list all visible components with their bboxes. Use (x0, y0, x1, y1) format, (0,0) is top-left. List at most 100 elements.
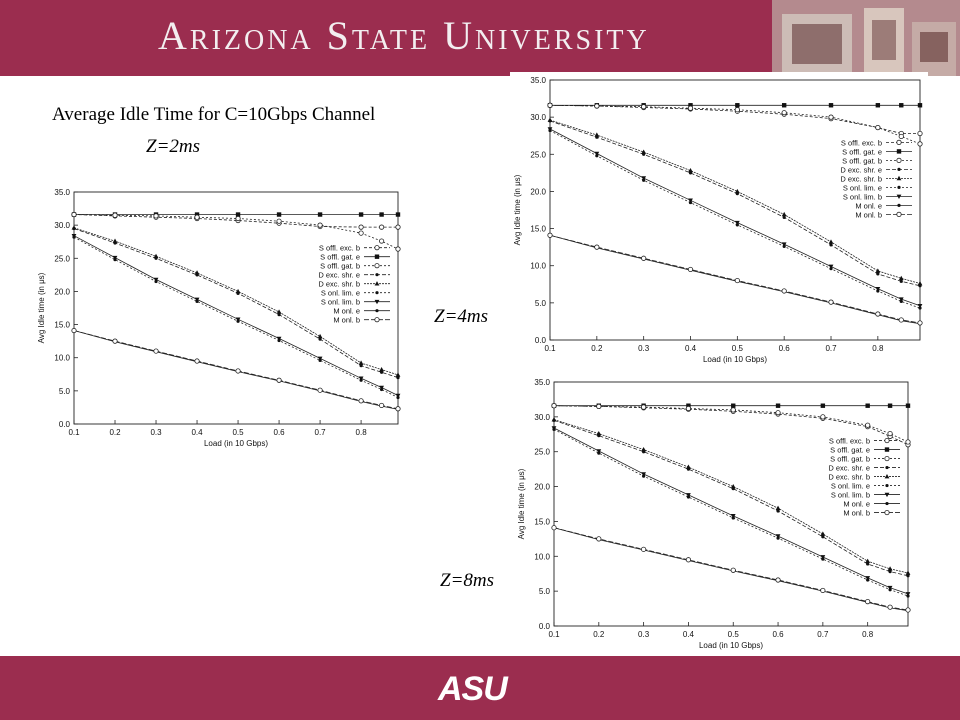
data-point (866, 562, 870, 566)
x-tick-label: 0.5 (728, 630, 740, 639)
data-point (194, 212, 200, 217)
legend-marker (885, 483, 889, 488)
legend-marker (884, 437, 890, 444)
legend-label: S onl. lim. b (831, 491, 870, 500)
x-tick-label: 0.7 (315, 428, 327, 437)
data-point (781, 110, 787, 116)
z-label-4ms: Z=4ms (434, 306, 489, 327)
legend-label: S offl. gat. e (320, 253, 360, 262)
data-point (395, 212, 401, 217)
x-tick-label: 0.7 (817, 630, 829, 639)
legend-marker (897, 185, 901, 189)
legend-marker (374, 263, 380, 269)
data-point (235, 368, 241, 374)
legend-label: M onl. b (333, 316, 360, 325)
data-point (235, 212, 241, 217)
legend-label: M onl. b (843, 509, 870, 518)
data-point (898, 317, 904, 323)
data-point (395, 406, 401, 412)
data-point (828, 299, 834, 305)
data-point (887, 585, 893, 591)
data-point (828, 239, 834, 244)
data-point (876, 272, 880, 276)
x-tick-label: 0.1 (548, 630, 560, 639)
y-tick-label: 35.0 (54, 188, 70, 197)
y-tick-label: 35.0 (534, 378, 550, 387)
data-point (596, 430, 602, 436)
legend-label: M onl. e (333, 307, 360, 316)
data-point (688, 198, 693, 203)
data-point (917, 280, 923, 286)
legend-label: M onl. b (855, 210, 882, 219)
plot-frame (553, 381, 909, 627)
data-point (828, 103, 834, 108)
data-point (317, 212, 323, 217)
y-tick-label: 10.0 (534, 552, 550, 561)
series-line (73, 236, 399, 398)
series-line (553, 405, 909, 446)
data-point (781, 242, 787, 247)
data-point (318, 337, 322, 341)
series-line (549, 120, 921, 287)
legend-marker (374, 281, 380, 286)
data-point (235, 215, 241, 222)
legend-label: S offl. exc. b (319, 244, 360, 253)
data-point (641, 447, 647, 452)
y-tick-label: 0.0 (539, 622, 551, 631)
legend-marker (884, 455, 890, 462)
series-line (549, 234, 921, 324)
x-axis-label: Load (in 10 Gbps) (204, 439, 268, 448)
data-point (112, 238, 118, 243)
y-tick-label: 25.0 (534, 448, 550, 457)
data-point (781, 103, 787, 108)
x-tick-label: 0.8 (862, 630, 874, 639)
series-line (553, 527, 909, 611)
data-point (112, 338, 118, 344)
data-point (153, 213, 159, 219)
data-point (730, 483, 736, 489)
data-point (551, 426, 557, 431)
data-point (775, 403, 781, 408)
data-point (641, 472, 647, 477)
x-tick-label: 0.3 (638, 344, 650, 353)
data-point (905, 403, 911, 408)
data-point (153, 253, 159, 259)
y-tick-label: 5.0 (535, 299, 547, 308)
data-point (687, 105, 694, 111)
data-point (731, 403, 736, 408)
data-point (317, 333, 323, 339)
data-point (395, 224, 401, 230)
legend-marker (884, 492, 890, 498)
x-tick-label: 0.6 (772, 630, 784, 639)
slide-title: Average Idle Time for C=10Gbps Channel (52, 104, 376, 125)
data-point (776, 509, 780, 513)
y-tick-label: 0.0 (535, 336, 547, 345)
chart-z8: 0.0 5.0 10.0 15.0 20.0 25.0 30.0 35.0 0.1 0.2 0.3 0… (514, 374, 916, 654)
data-point (641, 255, 647, 261)
data-point (358, 360, 364, 365)
data-point (730, 407, 736, 413)
data-point (905, 592, 911, 597)
data-point (641, 546, 647, 552)
data-point (594, 132, 600, 137)
y-axis-label: Avg Idle time (in μs) (513, 174, 522, 245)
data-point (235, 288, 241, 294)
y-tick-label: 35.0 (530, 76, 546, 85)
data-point (379, 385, 384, 391)
data-point (194, 358, 200, 364)
legend-label: S onl. lim. e (843, 183, 882, 192)
legend-marker (896, 194, 902, 199)
series-line (553, 405, 909, 443)
data-point (276, 309, 282, 314)
data-point (395, 393, 401, 399)
data-point (917, 304, 923, 309)
data-point (153, 348, 159, 354)
legend-label: S offl. exc. b (829, 437, 870, 446)
data-point (734, 188, 740, 194)
z-label-2ms: Z=2ms (146, 136, 201, 157)
x-tick-label: 0.4 (191, 428, 203, 437)
data-point (829, 243, 833, 247)
legend-marker (374, 299, 380, 305)
data-point (686, 403, 691, 408)
data-point (235, 317, 241, 322)
